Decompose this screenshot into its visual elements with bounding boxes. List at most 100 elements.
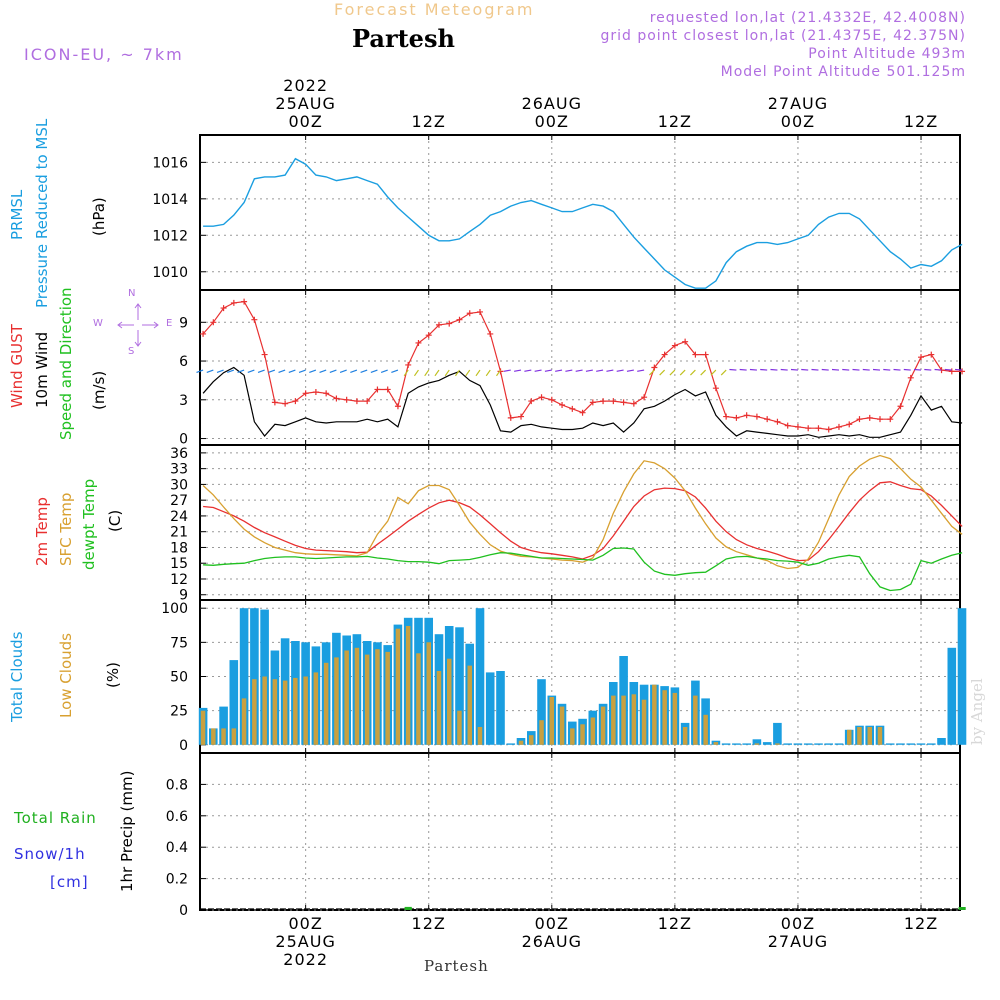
bottom-time-label: 00Z 25AUG 2022 xyxy=(266,915,346,969)
gust-point xyxy=(959,368,966,375)
low-clouds-bar xyxy=(252,679,257,745)
wind-direction-arrow xyxy=(370,369,378,374)
wind-direction-arrow xyxy=(413,369,419,377)
wind-direction-arrow xyxy=(944,368,952,371)
total-clouds-bar xyxy=(824,743,833,745)
bottom-time-line2: 25AUG xyxy=(275,932,336,951)
wind-direction-arrow xyxy=(575,369,583,372)
gust-point xyxy=(815,425,822,432)
wind-direction-arrow xyxy=(544,369,552,372)
total-clouds-bar xyxy=(496,671,505,745)
gust-point xyxy=(846,421,853,428)
low-clouds-bar xyxy=(405,626,411,745)
top-time-label: 27AUG 00Z xyxy=(758,77,838,131)
gust-point xyxy=(948,368,955,375)
wind-direction-arrow xyxy=(862,368,870,371)
gust-point xyxy=(292,398,299,405)
y-tick-label: 0.2 xyxy=(166,872,188,888)
wind-direction-arrow xyxy=(298,369,306,374)
gust-point xyxy=(548,396,555,403)
low-clouds-bar xyxy=(641,699,647,745)
gust-point xyxy=(764,416,771,423)
low-clouds-bar xyxy=(426,642,431,745)
top-time-label: 2022 25AUG 00Z xyxy=(266,77,346,131)
total-clouds-bar xyxy=(916,743,926,745)
top-time-label: 26AUG 00Z xyxy=(512,77,592,131)
snow-label: Snow/1h xyxy=(14,845,86,863)
low-clouds-bar xyxy=(549,697,554,745)
gust-point xyxy=(887,416,894,423)
low-clouds-bar xyxy=(477,727,483,745)
total-clouds-bar xyxy=(229,660,239,745)
gust-point xyxy=(671,342,678,349)
gust-point xyxy=(825,426,832,433)
low-clouds-bar xyxy=(652,684,657,745)
wind-direction-arrow xyxy=(852,368,860,371)
requested-coords: requested lon,lat (21.4332E, 42.4008N) xyxy=(649,10,966,26)
wind-direction-arrow xyxy=(309,369,317,374)
gust-point xyxy=(753,413,760,420)
low-clouds-bar xyxy=(580,724,585,745)
wind-direction-arrow xyxy=(659,369,666,376)
gust-point xyxy=(907,374,914,381)
low-clouds-bar xyxy=(303,676,308,745)
panel-frame-4 xyxy=(199,752,961,911)
wind-direction-arrow xyxy=(760,368,768,371)
wind-direction-arrow xyxy=(893,368,901,371)
wind-direction-arrow xyxy=(444,369,450,377)
low-clouds-bar xyxy=(590,717,596,745)
top-time-label: 12Z xyxy=(881,77,961,131)
total-clouds-bar xyxy=(793,743,803,745)
footer-location: Partesh xyxy=(424,957,489,975)
wind-direction-arrow xyxy=(350,369,358,374)
total-clouds-bar xyxy=(742,743,751,745)
y-tick-label: 30 xyxy=(170,477,188,493)
bottom-time-label: 00Z 26AUG xyxy=(512,915,592,969)
gust-point xyxy=(230,299,237,306)
low-clouds-bar xyxy=(570,728,575,745)
panel-frame-1 xyxy=(199,289,961,446)
gust-point xyxy=(733,414,740,421)
faint-title: Forecast Meteogram xyxy=(334,0,535,19)
bottom-time-line1: 00Z xyxy=(288,914,323,933)
model-name: ICON-EU, ~ 7km xyxy=(24,45,184,64)
y-tick-label: 1014 xyxy=(152,192,188,208)
wind-direction-arrow xyxy=(872,368,881,371)
wind-direction-arrow xyxy=(606,369,614,372)
gust-point xyxy=(856,416,863,423)
bottom-time-label: 12Z xyxy=(389,915,469,969)
y-tick-label: 27 xyxy=(170,493,188,509)
compass-s: S xyxy=(128,346,135,357)
y-tick-label: 3 xyxy=(179,393,188,409)
gust-point xyxy=(682,338,689,345)
gust-point xyxy=(374,386,381,393)
low-clouds-bar xyxy=(867,727,872,745)
low-clouds-bar xyxy=(693,695,698,745)
gust-point xyxy=(282,400,289,407)
gust-point xyxy=(312,389,319,396)
low-clouds-bar xyxy=(211,728,216,745)
total-clouds-bar xyxy=(927,743,936,745)
gust-point xyxy=(251,316,258,323)
low-clouds-bar xyxy=(231,728,237,745)
y-tick-label: 18 xyxy=(170,540,188,556)
wind-direction-arrow xyxy=(934,368,942,371)
y-tick-label: 0.4 xyxy=(166,840,188,856)
total-clouds-bar xyxy=(721,743,731,745)
gust-point xyxy=(661,351,668,358)
low-clouds-bar xyxy=(662,690,667,745)
bottom-time-line1: 00Z xyxy=(780,914,816,933)
wind-direction-arrow xyxy=(831,368,840,371)
wind-direction-arrow xyxy=(924,368,932,371)
total-clouds-bar xyxy=(732,743,741,745)
gust-point xyxy=(579,409,586,416)
gust-point xyxy=(333,395,340,402)
low-clouds-bar xyxy=(877,727,883,745)
wind-direction-arrow xyxy=(790,368,799,371)
wind-direction-arrow xyxy=(227,369,235,374)
low-clouds-bar xyxy=(672,692,678,745)
low-clouds-bar xyxy=(200,710,206,745)
low-clouds-bar xyxy=(313,672,319,745)
low-clouds-bar xyxy=(364,654,370,745)
wind-direction-arrow xyxy=(811,368,819,371)
